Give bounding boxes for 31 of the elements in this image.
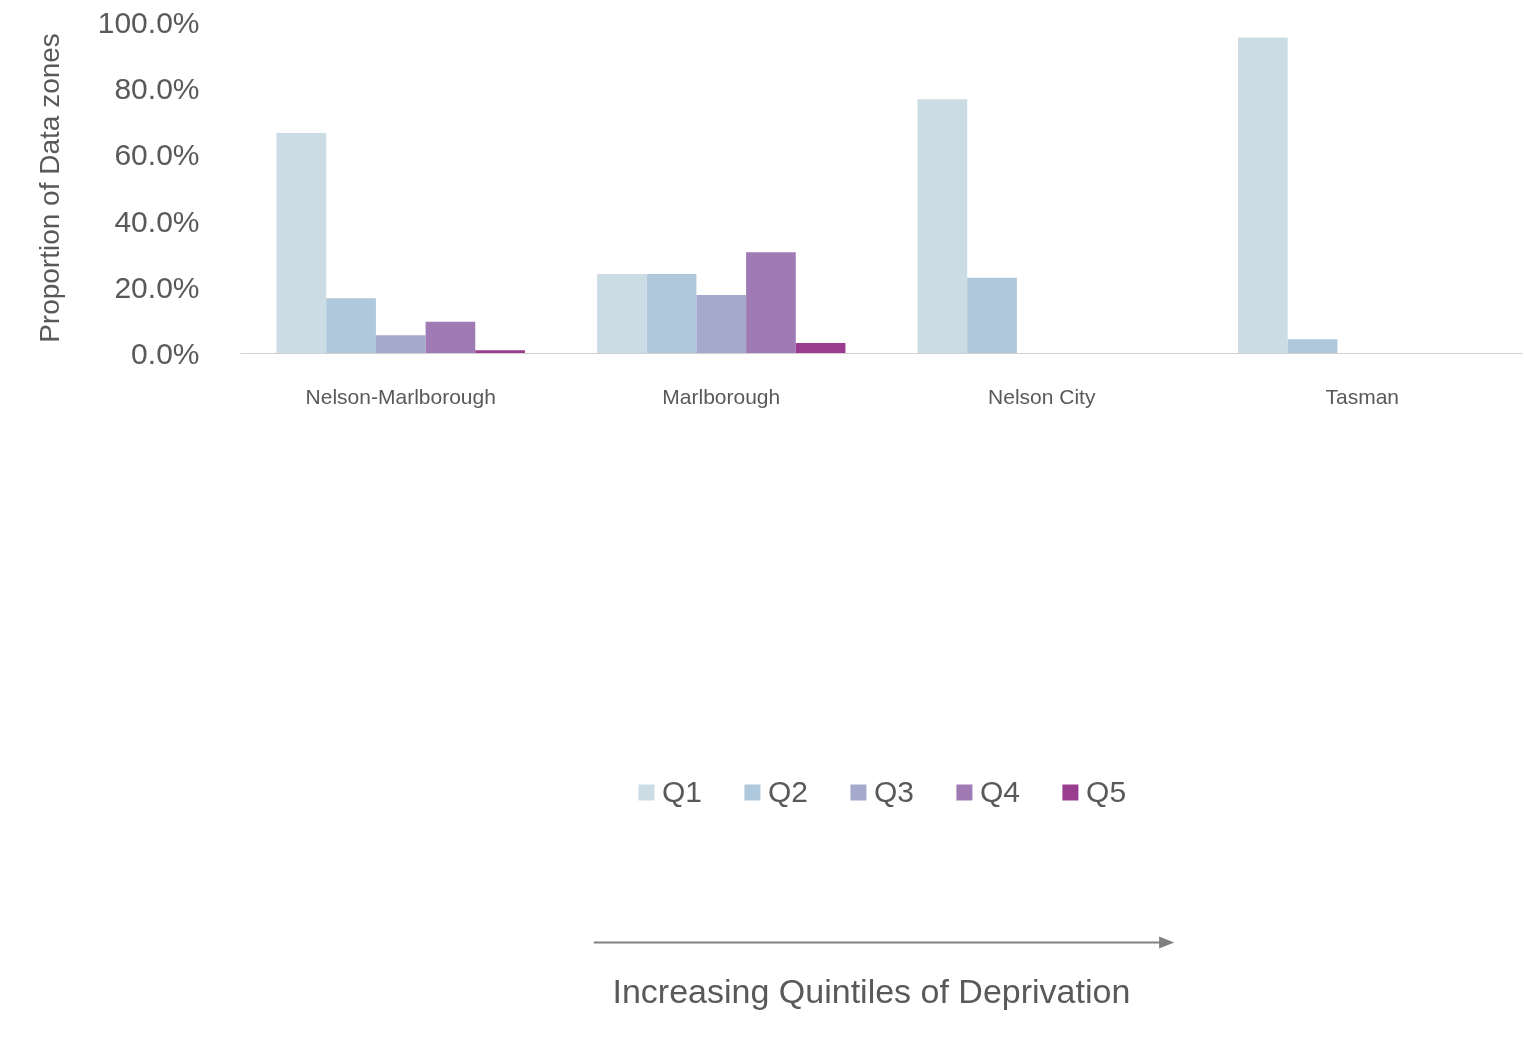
y-tick-label: 80.0% <box>114 72 200 106</box>
bar <box>375 335 426 354</box>
bar <box>967 277 1017 354</box>
legend-label: Q2 <box>767 774 808 809</box>
legend-label: Q4 <box>980 774 1021 809</box>
bar <box>746 252 796 354</box>
bar <box>1238 37 1288 354</box>
bar <box>597 274 647 354</box>
legend-label: Q3 <box>873 774 915 809</box>
bar <box>326 298 376 354</box>
y-tick-label: 100.0% <box>97 6 200 39</box>
x-tick-label: Nelson City <box>988 384 1096 408</box>
bar <box>795 342 846 354</box>
x-tick-label: Nelson-Marlborough <box>305 384 496 408</box>
bar <box>475 350 525 354</box>
x-tick-label: Marlborough <box>662 384 781 408</box>
y-tick-label: 0.0% <box>131 337 200 370</box>
bar <box>1287 339 1338 354</box>
legend-title: Increasing Quintiles of Deprivation <box>612 971 1131 1010</box>
y-tick-label: 20.0% <box>114 270 200 304</box>
bar <box>917 99 968 354</box>
y-axis-title: Proportion of Data zones <box>33 33 65 343</box>
y-tick-label: 40.0% <box>114 204 200 238</box>
y-tick-label: 60.0% <box>114 138 200 172</box>
x-tick-label: Tasman <box>1325 384 1400 408</box>
legend-label: Q1 <box>661 774 702 809</box>
bar <box>696 294 747 354</box>
bar <box>646 274 697 354</box>
legend-label: Q5 <box>1086 774 1127 809</box>
bar <box>276 133 327 354</box>
bar <box>425 321 476 354</box>
